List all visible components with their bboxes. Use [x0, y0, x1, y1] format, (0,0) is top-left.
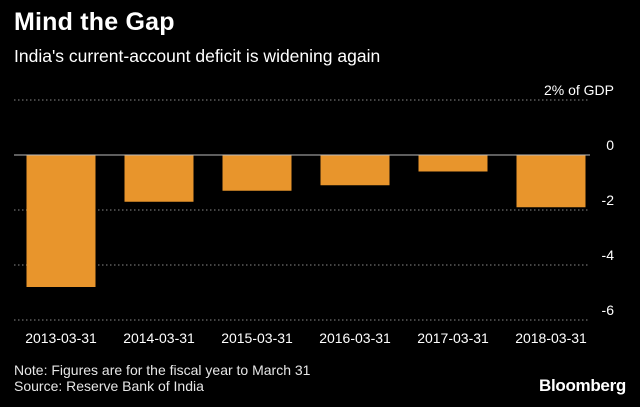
bar	[26, 155, 96, 287]
bloomberg-logo: Bloomberg	[538, 376, 626, 395]
bar	[320, 155, 390, 186]
y-tick-label: 0	[606, 137, 614, 153]
footnote: Note: Figures are for the fiscal year to…	[14, 362, 311, 378]
grid-layer	[14, 99, 590, 321]
bar	[418, 155, 488, 172]
x-tick-label: 2017-03-31	[417, 330, 489, 346]
x-tick-label: 2015-03-31	[221, 330, 293, 346]
x-tick-label: 2014-03-31	[123, 330, 195, 346]
x-tick-label: 2016-03-31	[319, 330, 391, 346]
y-tick-label: -6	[602, 302, 615, 318]
y-tick-label: 2% of GDP	[544, 82, 614, 98]
y-tick-label: -4	[602, 247, 615, 263]
label-layer: 2% of GDP 0 -2 -4 -6 2013-03-31 2014-03-31 2015…	[25, 82, 614, 346]
chart-subtitle: India's current-account deficit is widen…	[14, 46, 381, 66]
bar	[124, 155, 194, 202]
chart-title: Mind the Gap	[14, 8, 175, 36]
x-tick-label: 2013-03-31	[25, 330, 97, 346]
x-tick-label: 2018-03-31	[515, 330, 587, 346]
bar-layer	[26, 155, 586, 287]
y-tick-label: -2	[602, 192, 615, 208]
bar	[516, 155, 586, 208]
bar	[222, 155, 292, 191]
source-note: Source: Reserve Bank of India	[14, 378, 204, 394]
